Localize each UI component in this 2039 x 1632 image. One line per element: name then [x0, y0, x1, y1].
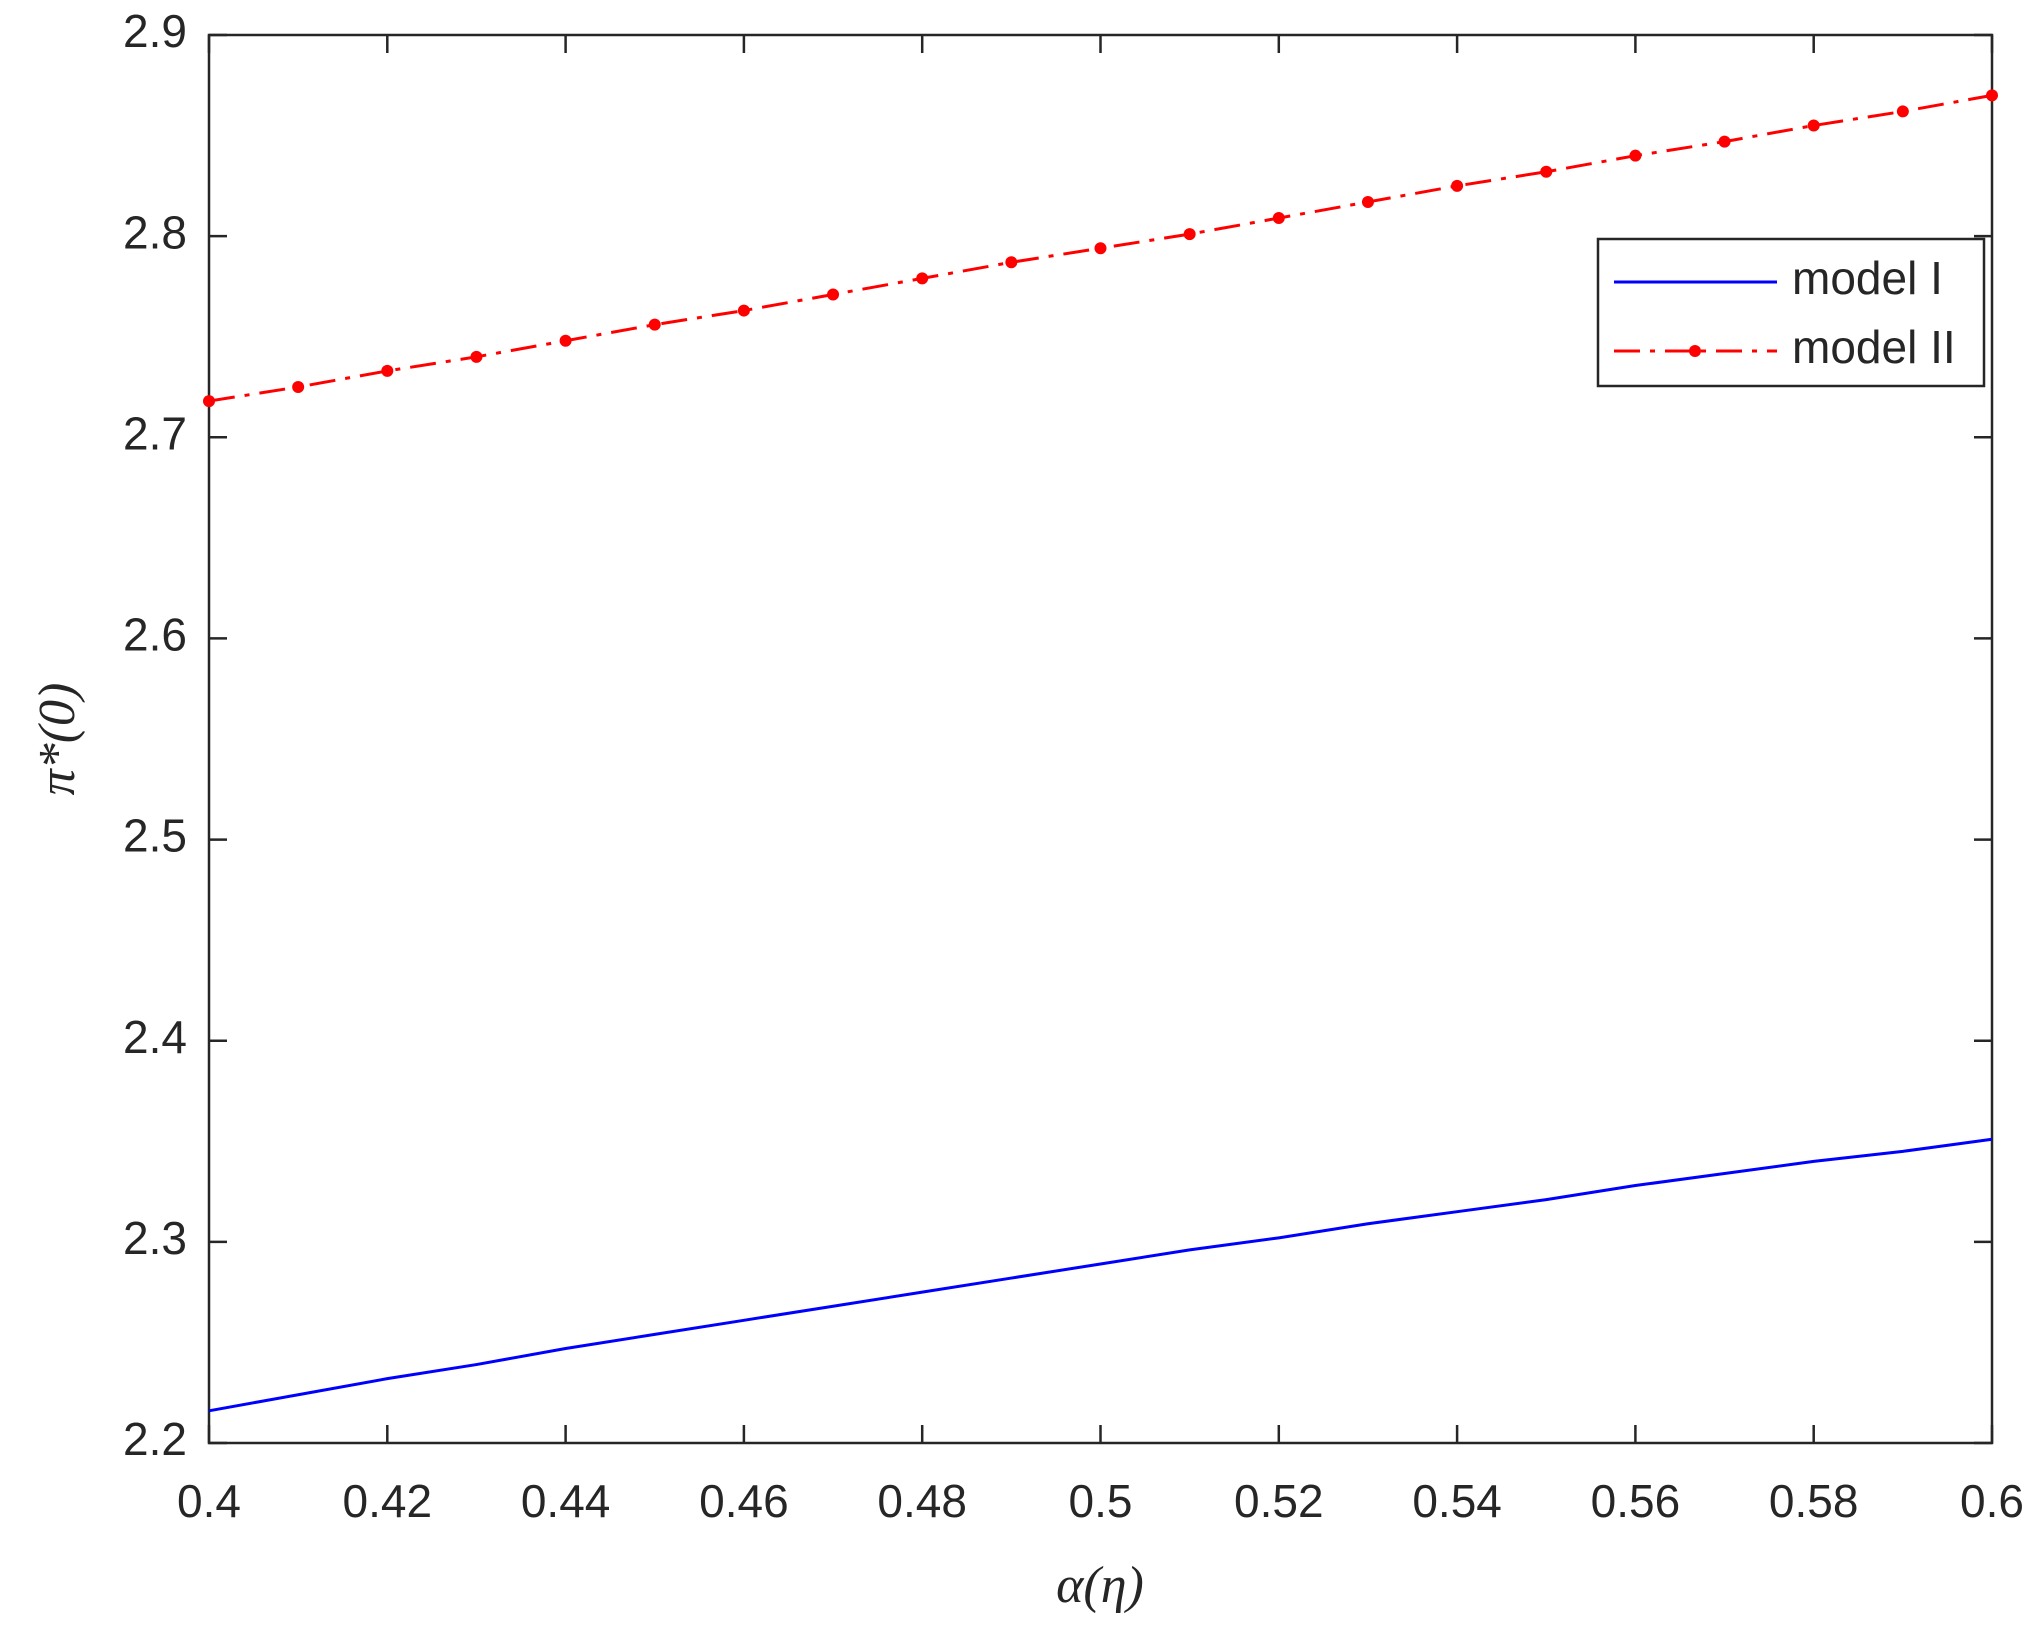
legend-label: model II	[1792, 321, 1956, 373]
x-tick-label: 0.44	[521, 1475, 611, 1527]
legend-label: model I	[1792, 252, 1943, 304]
x-tick-label: 0.46	[699, 1475, 789, 1527]
y-tick-label: 2.6	[123, 609, 187, 661]
series-marker	[1094, 242, 1107, 255]
x-tick-label: 0.4	[177, 1475, 241, 1527]
series-marker	[1183, 228, 1196, 241]
y-axis-label: π*(0)	[29, 683, 86, 796]
y-tick-label: 2.7	[123, 407, 187, 459]
x-tick-label: 0.5	[1069, 1475, 1133, 1527]
series-marker	[381, 364, 394, 377]
series-marker	[737, 304, 750, 317]
series-marker	[1451, 179, 1464, 192]
series-line	[208, 1137, 1993, 1413]
series-marker	[1718, 135, 1731, 148]
legend-marker	[1689, 345, 1701, 357]
series-marker	[1005, 256, 1018, 269]
y-tick-label: 2.9	[123, 5, 187, 57]
x-axis-label: α(η)	[1056, 1557, 1144, 1614]
series-marker	[203, 395, 215, 408]
series-marker	[916, 272, 929, 285]
series-marker	[1629, 149, 1642, 162]
x-tick-label: 0.58	[1769, 1475, 1859, 1527]
series-marker	[1361, 195, 1374, 208]
series-marker	[470, 350, 483, 363]
series-marker	[1540, 165, 1553, 178]
legend-box	[1596, 237, 1986, 388]
series-marker	[1807, 119, 1820, 132]
y-tick-label: 2.8	[123, 206, 187, 258]
series-marker	[1896, 105, 1909, 118]
y-tick-label: 2.2	[123, 1413, 187, 1465]
x-tick-label: 0.6	[1960, 1475, 2024, 1527]
x-tick-label: 0.42	[343, 1475, 433, 1527]
series-marker	[559, 334, 572, 347]
series-marker	[292, 381, 305, 393]
x-tick-label: 0.52	[1234, 1475, 1324, 1527]
series-marker	[648, 318, 661, 331]
series-marker	[1272, 212, 1285, 225]
x-tick-label: 0.56	[1591, 1475, 1681, 1527]
y-tick-label: 2.5	[123, 810, 187, 862]
y-tick-label: 2.4	[123, 1011, 187, 1063]
series-marker	[827, 288, 840, 301]
series-marker	[1986, 89, 1998, 102]
x-tick-label: 0.48	[877, 1475, 967, 1527]
x-tick-label: 0.54	[1412, 1475, 1502, 1527]
y-tick-label: 2.3	[123, 1212, 187, 1264]
